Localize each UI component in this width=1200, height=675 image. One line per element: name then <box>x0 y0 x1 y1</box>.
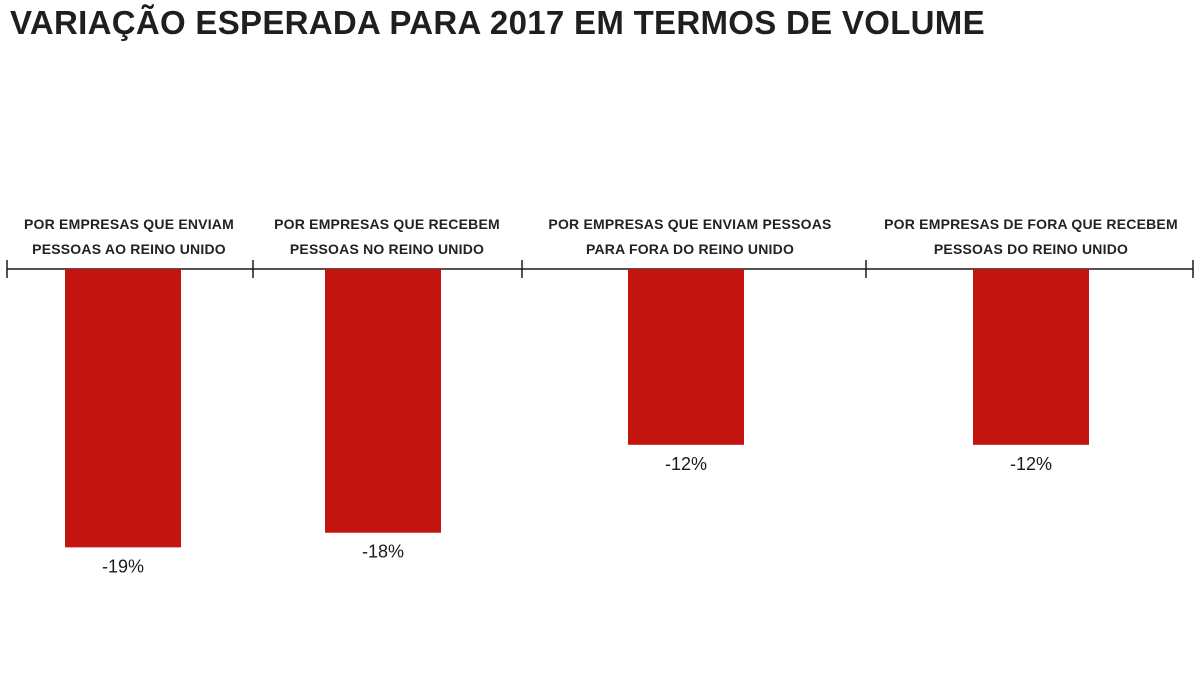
category-label: PARA FORA DO REINO UNIDO <box>586 241 794 257</box>
category-label: PESSOAS DO REINO UNIDO <box>934 241 1128 257</box>
bar <box>973 269 1089 445</box>
category-label: POR EMPRESAS DE FORA QUE RECEBEM <box>884 216 1178 232</box>
value-label: -19% <box>102 556 144 576</box>
category-label: POR EMPRESAS QUE ENVIAM PESSOAS <box>548 216 831 232</box>
category-label: PESSOAS AO REINO UNIDO <box>32 241 226 257</box>
bar <box>628 269 744 445</box>
category-label: POR EMPRESAS QUE RECEBEM <box>274 216 500 232</box>
category-label: POR EMPRESAS QUE ENVIAM <box>24 216 234 232</box>
bar <box>65 269 181 548</box>
bars-group <box>65 269 1089 548</box>
bar <box>325 269 441 533</box>
value-label: -12% <box>1010 454 1052 474</box>
chart-title: VARIAÇÃO ESPERADA PARA 2017 EM TERMOS DE… <box>10 4 985 41</box>
value-label: -18% <box>362 542 404 562</box>
value-label: -12% <box>665 454 707 474</box>
category-label: PESSOAS NO REINO UNIDO <box>290 241 484 257</box>
labels-group: -19% POR EMPRESAS QUE ENVIAM PESSOAS AO RE… <box>24 216 1178 576</box>
